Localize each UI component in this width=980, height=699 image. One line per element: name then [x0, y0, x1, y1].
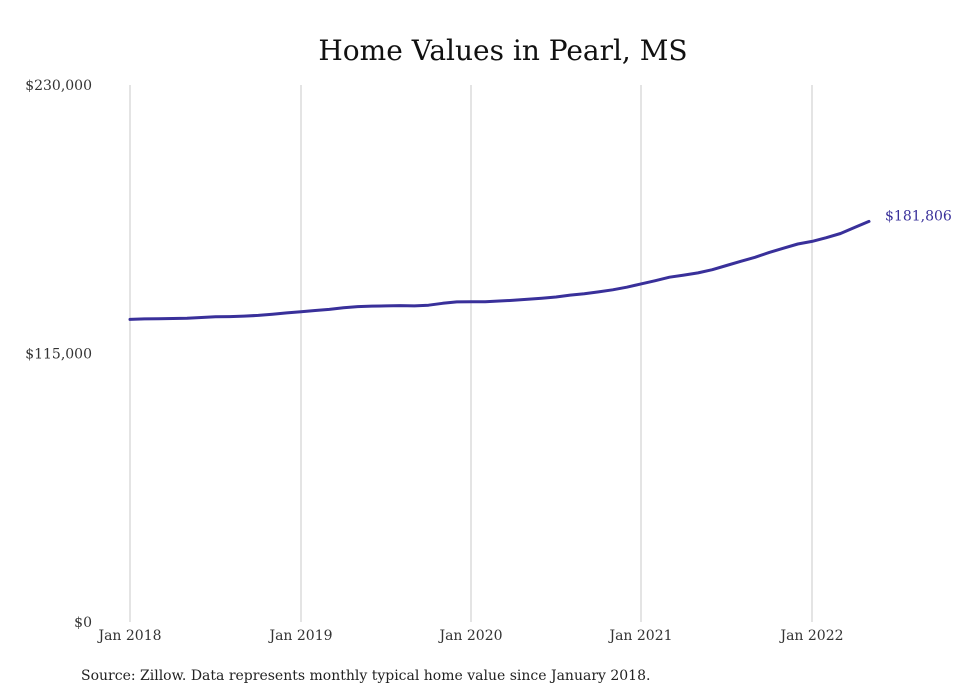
chart-title: Home Values in Pearl, MS	[318, 34, 687, 67]
x-axis-ticks: Jan 2018 Jan 2019 Jan 2020 Jan 2021 Jan 2022	[96, 628, 843, 644]
y-tick-label: $115,000	[25, 347, 92, 363]
series-layer: $181,806	[128, 208, 952, 321]
source-note: Source: Zillow. Data represents monthly …	[81, 668, 651, 684]
y-tick-label: $230,000	[25, 78, 92, 94]
y-tick-label: $0	[74, 615, 92, 631]
x-tick-label: Jan 2018	[96, 628, 161, 644]
y-axis-ticks: $0 $115,000 $230,000	[25, 78, 92, 631]
end-value-label: $181,806	[885, 208, 952, 224]
line-chart: Home Values in Pearl, MS $0 $115,000 $230,…	[25, 34, 952, 644]
x-tick-label: Jan 2019	[267, 628, 332, 644]
x-tick-label: Jan 2022	[778, 628, 843, 644]
x-tick-label: Jan 2021	[607, 628, 672, 644]
grid-lines	[129, 85, 813, 622]
x-tick-label: Jan 2020	[437, 628, 502, 644]
series-line	[128, 219, 871, 321]
